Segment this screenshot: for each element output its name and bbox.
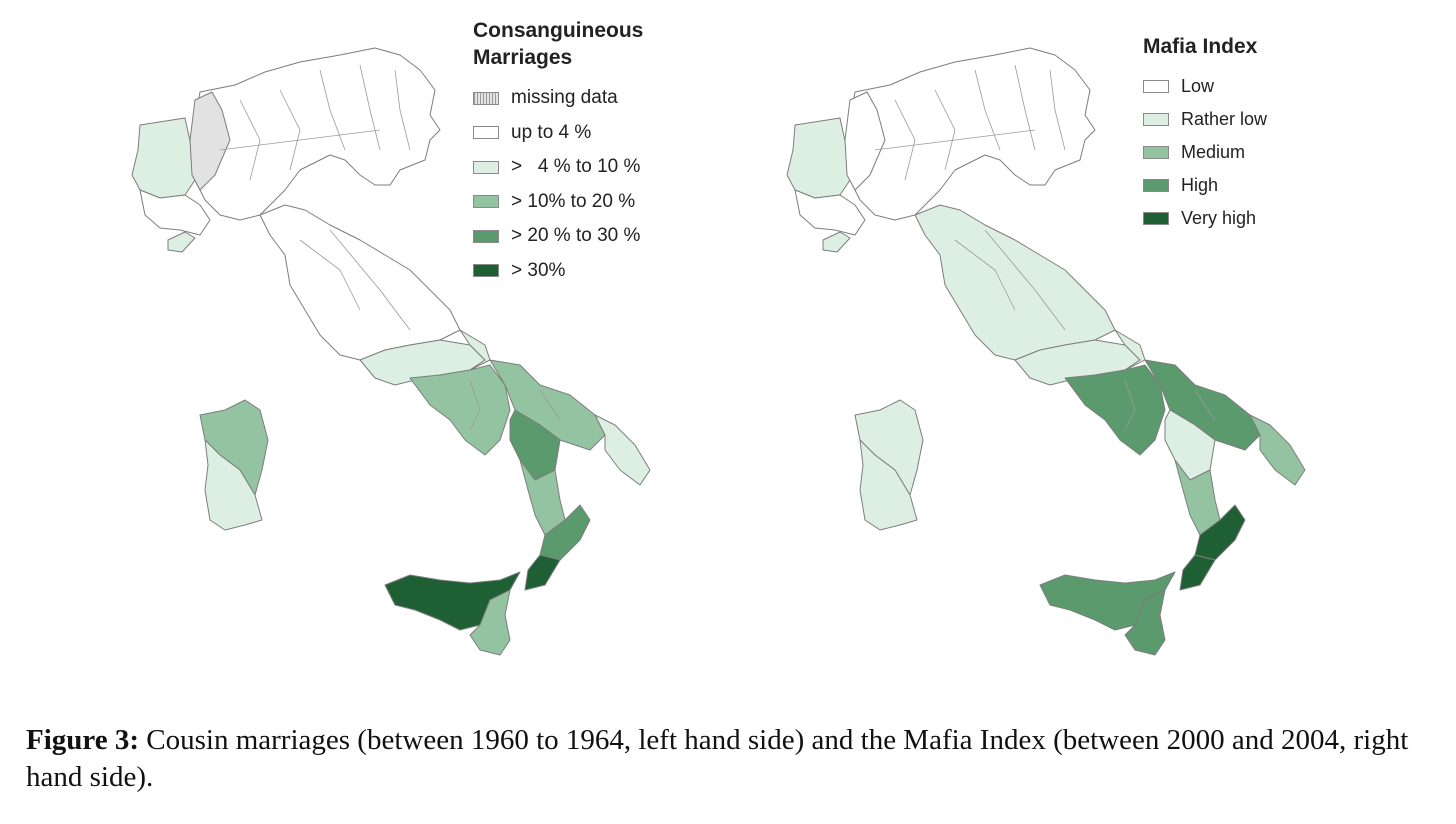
region-piedmont-south xyxy=(139,189,211,236)
region-center-r xyxy=(914,204,1116,361)
legend-item: Low xyxy=(1143,70,1267,103)
legend-label: > 20 % to 30 % xyxy=(511,225,641,247)
region-center xyxy=(259,204,461,361)
region-piedmont-west-r xyxy=(786,117,851,199)
region-liguria-west-r xyxy=(822,231,851,253)
legend-label: > 30% xyxy=(511,259,566,281)
legend-cousin-marriages: Consanguineous Marriages missing data up … xyxy=(473,17,673,288)
region-campania xyxy=(409,364,511,456)
legend-label: Medium xyxy=(1181,142,1246,162)
figure-label: Figure 3: xyxy=(26,724,140,756)
figure-caption-text: Cousin marriages (between 1960 to 1964, … xyxy=(26,724,1409,793)
legend-label: up to 4 % xyxy=(511,121,592,143)
region-sicily-east-r xyxy=(1124,589,1166,656)
legend-swatch xyxy=(473,160,499,174)
legend-title-cousin-marriages: Consanguineous Marriages xyxy=(473,19,644,69)
region-north-r xyxy=(846,47,1096,221)
legend-swatch xyxy=(1143,113,1169,126)
legend-items-right: Low Rather low Medium High Very high xyxy=(1143,70,1267,235)
region-aosta-r xyxy=(844,91,886,191)
legend-item: > 20 % to 30 % xyxy=(473,219,673,254)
right-map-mafia-index xyxy=(655,0,1375,720)
region-piedmont-south-r xyxy=(794,189,866,236)
region-aosta-missing xyxy=(189,91,231,191)
region-sicily-east xyxy=(469,589,511,656)
region-campania-r xyxy=(1064,364,1166,456)
region-north xyxy=(191,47,441,221)
legend-label: Low xyxy=(1181,76,1215,96)
internal-boundaries-left xyxy=(219,64,561,431)
region-calabria-south xyxy=(524,554,561,591)
legend-label: > 4 % to 10 % xyxy=(511,156,641,178)
left-map-cousin-marriages xyxy=(0,0,720,720)
legend-mafia-index: Mafia Index Low Rather low Medium High Very … xyxy=(1143,33,1267,235)
region-apulia-north-r xyxy=(1144,359,1261,451)
legend-swatch xyxy=(473,195,499,209)
region-apulia-south-r xyxy=(1249,414,1306,486)
legend-item: High xyxy=(1143,169,1267,202)
legend-swatch xyxy=(473,91,499,105)
legend-item: Medium xyxy=(1143,136,1267,169)
legend-label: missing data xyxy=(511,87,618,109)
region-apulia-south xyxy=(594,414,651,486)
legend-swatch xyxy=(1143,179,1169,192)
internal-boundaries-right xyxy=(874,64,1216,431)
left-map-svg xyxy=(131,47,651,656)
legend-swatch xyxy=(473,264,499,278)
legend-item: missing data xyxy=(473,81,673,116)
legend-swatch xyxy=(473,229,499,243)
right-map-svg xyxy=(786,47,1306,656)
legend-items-left: missing data up to 4 % > 4 % to 10 % > 10% … xyxy=(473,81,673,288)
legend-swatch xyxy=(1143,80,1169,93)
legend-item: > 10% to 20 % xyxy=(473,185,673,220)
region-liguria-west xyxy=(167,231,196,253)
legend-item: up to 4 % xyxy=(473,116,673,151)
region-piedmont-west xyxy=(131,117,196,199)
region-sardinia-south-r xyxy=(859,439,918,531)
legend-label: > 10% to 20 % xyxy=(511,190,636,212)
legend-label: Rather low xyxy=(1181,109,1268,129)
italy-right xyxy=(786,47,1306,656)
region-calabria-south-r xyxy=(1179,554,1216,591)
legend-item: Rather low xyxy=(1143,103,1267,136)
legend-label: Very high xyxy=(1181,208,1257,228)
legend-title-mafia-index: Mafia Index xyxy=(1143,35,1258,58)
legend-item: Very high xyxy=(1143,202,1267,235)
legend-item: > 4 % to 10 % xyxy=(473,150,673,185)
region-sardinia-south xyxy=(204,439,263,531)
legend-label: High xyxy=(1181,175,1219,195)
italy-left xyxy=(131,47,651,656)
legend-swatch xyxy=(473,126,499,140)
figure-caption: Figure 3: Cousin marriages (between 1960… xyxy=(26,722,1446,796)
legend-swatch xyxy=(1143,212,1169,225)
legend-swatch xyxy=(1143,146,1169,159)
legend-item: > 30% xyxy=(473,254,673,289)
region-apulia-north xyxy=(489,359,606,451)
